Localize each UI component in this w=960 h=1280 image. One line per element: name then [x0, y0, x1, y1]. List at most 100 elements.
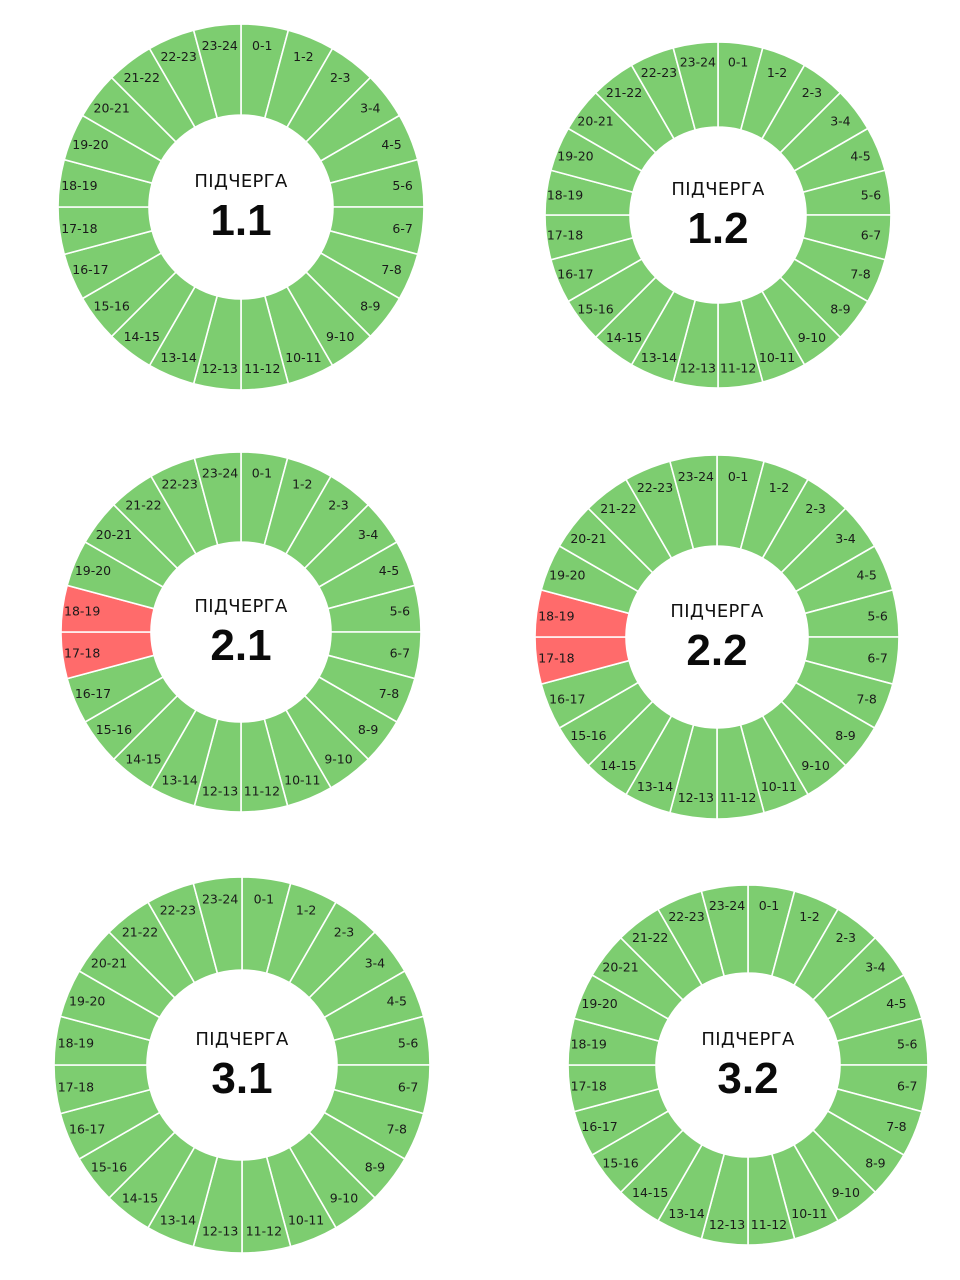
hour-label: 12-13	[678, 790, 714, 805]
hour-label: 22-23	[160, 49, 196, 64]
hour-label: 10-11	[759, 350, 795, 365]
hour-label: 4-5	[886, 996, 906, 1011]
hour-label: 19-20	[72, 137, 108, 152]
queue-number: 3.1	[211, 1054, 272, 1103]
hour-segment-23-24	[700, 884, 749, 978]
hour-label: 18-19	[571, 1037, 607, 1052]
hour-label: 19-20	[75, 563, 111, 578]
hour-label: 5-6	[867, 608, 887, 623]
queue-chart-2-1: 0-1 1-2 2-3 3-4 4-5 5-6 6-7 7-8 8-9 9-10 10-11 11-1…	[60, 451, 422, 813]
hour-label: 11-12	[246, 1224, 282, 1239]
hour-label: 21-22	[124, 70, 160, 85]
hour-label: 19-20	[549, 568, 585, 583]
hour-label: 8-9	[360, 299, 380, 314]
hour-label: 1-2	[293, 49, 313, 64]
hour-label: 9-10	[798, 330, 826, 345]
hour-label: 1-2	[769, 480, 789, 495]
hour-label: 11-12	[244, 783, 280, 798]
queue-caption: ПІДЧЕРГА	[670, 601, 764, 622]
hour-label: 15-16	[602, 1155, 638, 1170]
hour-label: 5-6	[398, 1036, 418, 1051]
queue-caption: ПІДЧЕРГА	[701, 1029, 795, 1050]
hour-label: 7-8	[387, 1122, 407, 1137]
hour-label: 0-1	[759, 898, 779, 913]
hour-label: 14-15	[124, 329, 160, 344]
hour-label: 17-18	[571, 1078, 607, 1093]
queue-chart-3-1: 0-1 1-2 2-3 3-4 4-5 5-6 6-7 7-8 8-9 9-10 10-11 11-1…	[53, 876, 431, 1254]
hour-label: 7-8	[379, 686, 399, 701]
hour-label: 11-12	[720, 360, 756, 375]
hour-label: 16-17	[581, 1119, 617, 1134]
hour-label: 20-21	[602, 960, 638, 975]
hour-label: 9-10	[326, 329, 354, 344]
hour-label: 15-16	[577, 301, 613, 316]
hour-label: 13-14	[160, 1212, 196, 1227]
hour-label: 13-14	[641, 350, 677, 365]
hour-label: 2-3	[805, 501, 825, 516]
hour-label: 1-2	[799, 909, 819, 924]
hour-label: 0-1	[252, 466, 272, 481]
hour-label: 20-21	[570, 531, 606, 546]
hour-label: 8-9	[830, 301, 850, 316]
queue-caption: ПІДЧЕРГА	[195, 1029, 289, 1050]
queue-chart-2-2: 0-1 1-2 2-3 3-4 4-5 5-6 6-7 7-8 8-9 9-10 10-11 11-1…	[534, 454, 900, 820]
hour-label: 9-10	[801, 758, 829, 773]
hour-label: 2-3	[802, 85, 822, 100]
hour-label: 6-7	[867, 651, 887, 666]
hour-label: 21-22	[122, 925, 158, 940]
hour-label: 4-5	[850, 148, 870, 163]
hour-label: 23-24	[678, 469, 714, 484]
queue-number: 1.1	[210, 196, 271, 245]
hour-label: 3-4	[830, 114, 850, 129]
hour-label: 16-17	[72, 262, 108, 277]
hour-label: 17-18	[547, 228, 583, 243]
hour-label: 20-21	[577, 114, 613, 129]
queue-chart-1-1: 0-1 1-2 2-3 3-4 4-5 5-6 6-7 7-8 8-9 9-10 10-11 11-1…	[57, 23, 425, 391]
hour-label: 3-4	[360, 100, 380, 115]
hour-label: 4-5	[856, 568, 876, 583]
hour-label: 6-7	[861, 228, 881, 243]
hour-label: 8-9	[865, 1155, 885, 1170]
hour-label: 17-18	[58, 1079, 94, 1094]
hour-label: 4-5	[387, 993, 407, 1008]
hour-label: 20-21	[94, 100, 130, 115]
hour-segment-23-24	[668, 454, 718, 551]
hour-label: 15-16	[570, 728, 606, 743]
hour-label: 22-23	[668, 909, 704, 924]
hour-label: 6-7	[392, 221, 412, 236]
hour-label: 9-10	[330, 1190, 358, 1205]
hour-label: 23-24	[202, 38, 238, 53]
queue-caption: ПІДЧЕРГА	[194, 596, 288, 617]
hour-label: 18-19	[64, 604, 100, 619]
hour-label: 21-22	[606, 85, 642, 100]
hour-segment-23-24	[192, 876, 243, 975]
hour-label: 10-11	[284, 773, 320, 788]
queue-number: 2.2	[686, 626, 747, 675]
hour-label: 11-12	[244, 361, 280, 376]
hour-label: 13-14	[160, 350, 196, 365]
hour-label: 6-7	[390, 645, 410, 660]
hour-label: 16-17	[69, 1122, 105, 1137]
hour-label: 7-8	[381, 262, 401, 277]
hour-label: 5-6	[390, 604, 410, 619]
hour-label: 10-11	[791, 1206, 827, 1221]
hour-label: 4-5	[379, 563, 399, 578]
hour-label: 9-10	[324, 752, 352, 767]
hour-label: 22-23	[162, 476, 198, 491]
hour-label: 8-9	[835, 728, 855, 743]
hour-label: 16-17	[557, 267, 593, 282]
hour-label: 11-12	[751, 1217, 787, 1232]
hour-label: 5-6	[897, 1037, 917, 1052]
hour-label: 6-7	[398, 1079, 418, 1094]
hour-label: 18-19	[58, 1036, 94, 1051]
hour-label: 13-14	[637, 779, 673, 794]
hour-label: 7-8	[886, 1119, 906, 1134]
queue-number: 2.1	[210, 621, 271, 670]
hour-label: 3-4	[365, 956, 385, 971]
hour-label: 15-16	[94, 299, 130, 314]
hour-label: 15-16	[91, 1159, 127, 1174]
hour-label: 12-13	[680, 360, 716, 375]
hour-label: 0-1	[252, 38, 272, 53]
hour-label: 20-21	[96, 527, 132, 542]
